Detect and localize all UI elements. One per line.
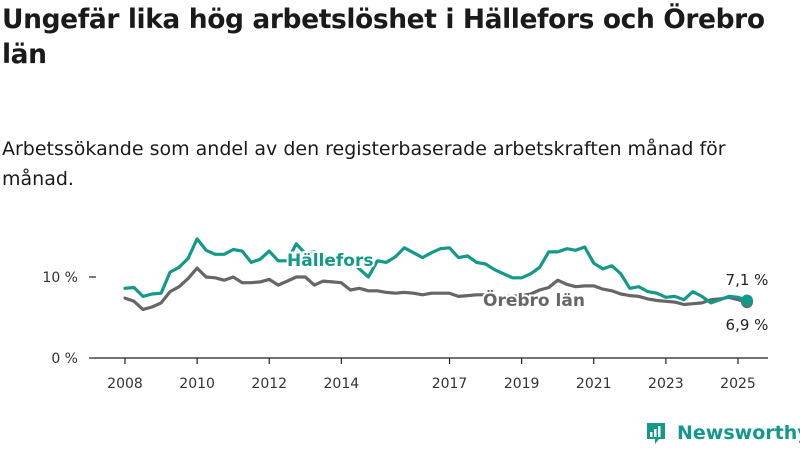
brand-name: Newsworthy [677, 422, 800, 444]
newsworthy-icon [647, 423, 665, 444]
x-tick-label: 2010 [179, 376, 215, 392]
chart-title: Ungefär lika hög arbetslöshet i Hällefor… [2, 4, 765, 70]
end-value-label-orebro-lan: 6,9 % [726, 316, 769, 334]
x-tick-label: 2025 [720, 376, 756, 392]
x-tick-label: 2019 [504, 376, 540, 392]
end-value-label-hallefors: 7,1 % [726, 271, 769, 289]
end-point-hallefors [741, 294, 753, 307]
y-tick-label: 10 % [42, 270, 78, 286]
x-tick-label: 2017 [432, 376, 468, 392]
x-tick-label: 2012 [251, 376, 287, 392]
chart-subtitle: Arbetssökande som andel av den registerb… [2, 138, 726, 190]
x-tick-label: 2021 [576, 376, 612, 392]
series-line-orebro-lan [123, 266, 749, 311]
x-tick-label: 2008 [107, 376, 143, 392]
series-label-hallefors: Hällefors [287, 251, 373, 271]
series-line-hallefors [123, 237, 749, 305]
x-tick-label: 2014 [324, 376, 360, 392]
series-label-orebro-lan: Örebro län [483, 289, 585, 311]
y-tick-label: 0 % [51, 351, 78, 367]
x-tick-label: 2023 [648, 376, 684, 392]
newsworthy-logo: Newsworthy [645, 420, 800, 446]
